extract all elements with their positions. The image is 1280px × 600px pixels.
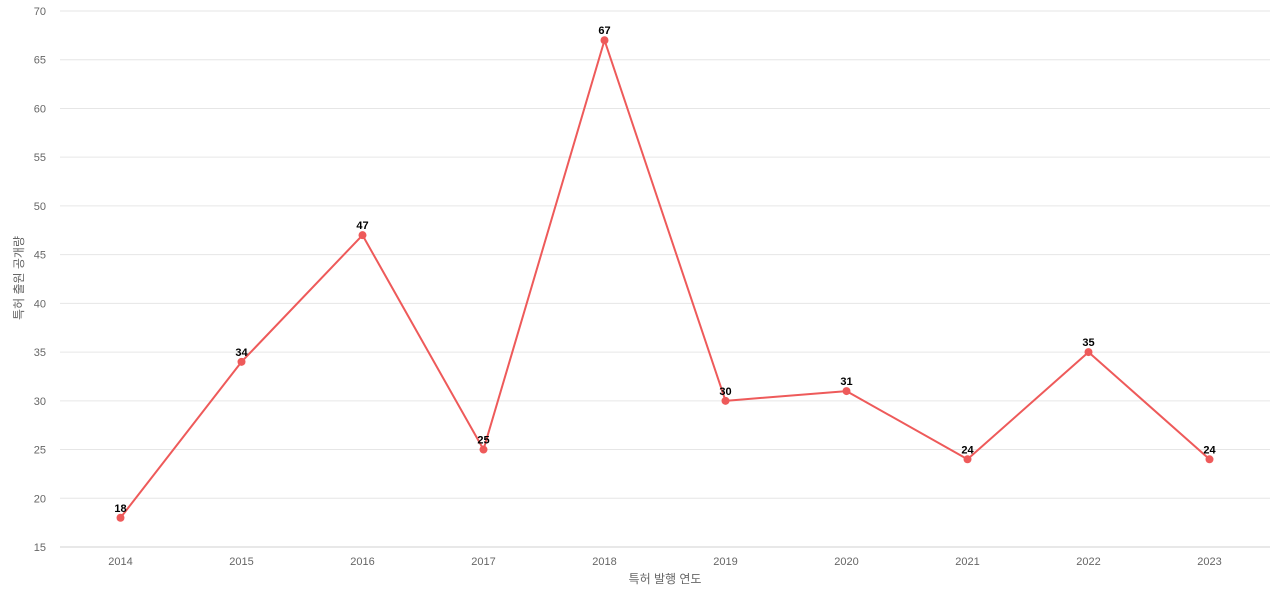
data-point[interactable] — [358, 231, 367, 240]
x-tick-label: 2016 — [350, 556, 374, 568]
y-tick-label: 15 — [34, 542, 46, 554]
y-tick-label: 30 — [34, 396, 46, 408]
data-label: 18 — [114, 503, 126, 515]
x-tick-label: 2020 — [834, 556, 858, 568]
x-axis-title: 특허 발행 연도 — [629, 571, 702, 586]
data-point[interactable] — [600, 36, 609, 45]
x-axis-ticks: 2014 2015 2016 2017 2018 2019 2020 2021 2022 2023 — [108, 556, 1221, 568]
y-tick-label: 70 — [34, 6, 46, 18]
data-point[interactable] — [842, 387, 851, 396]
data-label: 31 — [840, 376, 852, 388]
y-axis-ticks: 15 20 25 30 35 40 45 50 55 60 65 70 — [34, 6, 46, 554]
y-tick-label: 55 — [34, 152, 46, 164]
y-tick-label: 20 — [34, 493, 46, 505]
data-label: 35 — [1082, 337, 1094, 349]
x-tick-label: 2018 — [592, 556, 616, 568]
data-label: 30 — [719, 386, 731, 398]
data-label: 24 — [1203, 444, 1216, 456]
data-point[interactable] — [1084, 348, 1093, 357]
y-tick-label: 65 — [34, 55, 46, 67]
series-line — [119, 39, 1211, 519]
x-tick-label: 2023 — [1197, 556, 1221, 568]
data-point[interactable] — [237, 357, 246, 366]
data-label: 25 — [477, 435, 489, 447]
y-tick-label: 25 — [34, 445, 46, 457]
data-point[interactable] — [116, 513, 125, 522]
y-tick-label: 60 — [34, 103, 46, 115]
y-tick-label: 40 — [34, 298, 46, 310]
grid — [60, 10, 1270, 548]
series — [116, 36, 1214, 522]
data-label: 67 — [598, 25, 610, 37]
data-label: 24 — [961, 444, 974, 456]
x-tick-label: 2014 — [108, 556, 132, 568]
x-tick-label: 2017 — [471, 556, 495, 568]
x-tick-label: 2021 — [955, 556, 979, 568]
y-tick-label: 45 — [34, 250, 46, 262]
data-label: 47 — [356, 220, 368, 232]
y-tick-label: 50 — [34, 201, 46, 213]
y-axis-title: 특허 출원 공개량 — [12, 236, 26, 320]
data-point[interactable] — [721, 396, 730, 405]
x-tick-label: 2022 — [1076, 556, 1100, 568]
y-tick-label: 35 — [34, 347, 46, 359]
data-label: 34 — [235, 347, 248, 359]
data-point[interactable] — [1205, 455, 1214, 464]
data-labels: 18 34 47 25 67 30 31 24 35 24 — [114, 25, 1216, 515]
data-point[interactable] — [963, 455, 972, 464]
x-tick-label: 2019 — [713, 556, 737, 568]
data-point[interactable] — [479, 445, 488, 454]
x-tick-label: 2015 — [229, 556, 253, 568]
